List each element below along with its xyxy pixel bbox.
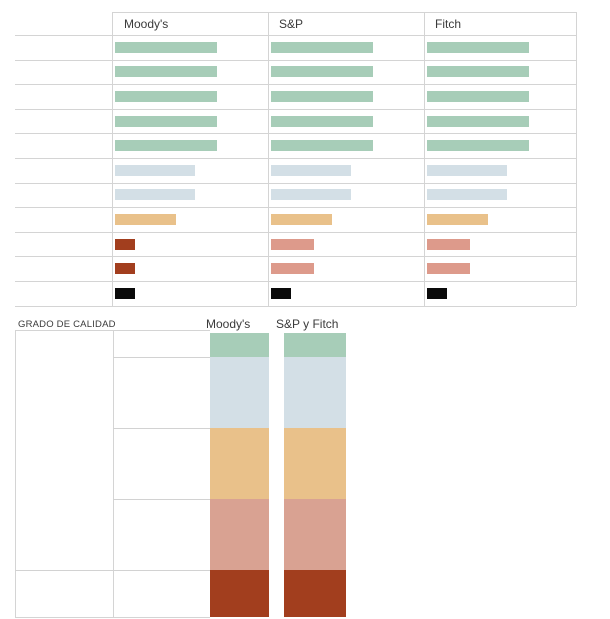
grid-line — [113, 498, 210, 500]
column-header-sp: S&P — [279, 17, 304, 31]
sp-fitch-scale-cell — [284, 356, 346, 428]
grid-line — [15, 617, 210, 619]
grid-line — [15, 256, 576, 258]
grid-line — [15, 182, 576, 184]
grid-line — [15, 108, 576, 110]
grid-line — [15, 84, 576, 86]
rating-bar — [115, 189, 195, 201]
grid-line — [112, 12, 113, 306]
rating-bar — [115, 66, 217, 78]
rating-bar — [271, 214, 332, 225]
legend-header-moodys: Moody's — [206, 317, 251, 331]
rating-bar — [115, 263, 135, 275]
rating-bar — [115, 91, 217, 102]
grid-line — [113, 330, 114, 618]
moodys-scale-cell — [210, 570, 269, 618]
rating-bar — [115, 287, 135, 299]
grid-line — [15, 231, 576, 233]
rating-bar — [115, 41, 217, 53]
sp-fitch-scale-cell — [284, 498, 346, 570]
sp-fitch-scale-cell — [284, 570, 346, 618]
rating-bar — [115, 214, 176, 225]
rating-bar — [271, 140, 373, 152]
grid-line — [15, 35, 576, 36]
column-header-fitch: Fitch — [435, 17, 462, 31]
moodys-scale-cell — [210, 427, 269, 499]
rating-bar — [271, 91, 373, 102]
grid-line — [15, 207, 576, 209]
rating-bar — [271, 189, 351, 201]
grid-line — [15, 330, 16, 618]
rating-bar — [427, 164, 507, 176]
grid-line — [112, 12, 576, 13]
rating-bar — [427, 287, 447, 299]
rating-bar — [115, 164, 195, 176]
rating-bar — [427, 66, 529, 78]
quality-grade-title: GRADO DE CALIDAD — [18, 319, 116, 330]
rating-bar — [271, 66, 373, 78]
grid-line — [15, 570, 113, 571]
grid-line — [268, 12, 269, 306]
grid-line — [113, 570, 210, 571]
rating-bar — [427, 263, 470, 275]
grid-line — [424, 12, 425, 306]
rating-bar — [115, 238, 135, 250]
rating-bar — [271, 164, 351, 176]
grid-line — [15, 133, 576, 135]
rating-bar — [271, 263, 314, 275]
grid-line — [113, 356, 210, 358]
moodys-scale-cell — [210, 356, 269, 428]
rating-bar — [427, 238, 470, 250]
rating-bar — [427, 189, 507, 201]
rating-bar — [427, 91, 529, 102]
grid-line — [113, 427, 210, 429]
grid-line — [15, 281, 576, 282]
rating-bar — [115, 115, 217, 127]
moodys-scale-cell — [210, 498, 269, 570]
sp-fitch-scale-cell — [284, 427, 346, 499]
sp-fitch-scale-cell — [284, 333, 346, 357]
rating-bar — [271, 238, 314, 250]
grid-line — [576, 12, 577, 306]
rating-bar — [427, 140, 529, 152]
rating-bar — [427, 115, 529, 127]
rating-bar — [115, 140, 217, 152]
grid-line — [15, 158, 576, 159]
grid-line — [15, 330, 210, 331]
legend-header-sp-fitch: S&P y Fitch — [276, 317, 339, 331]
moodys-scale-cell — [210, 333, 269, 357]
rating-bar — [271, 41, 373, 53]
grid-line — [15, 305, 576, 307]
rating-bar — [271, 287, 291, 299]
grid-line — [15, 59, 576, 61]
rating-bar — [271, 115, 373, 127]
rating-bar — [427, 41, 529, 53]
rating-bar — [427, 214, 488, 225]
column-header-moodys: Moody's — [124, 17, 169, 31]
